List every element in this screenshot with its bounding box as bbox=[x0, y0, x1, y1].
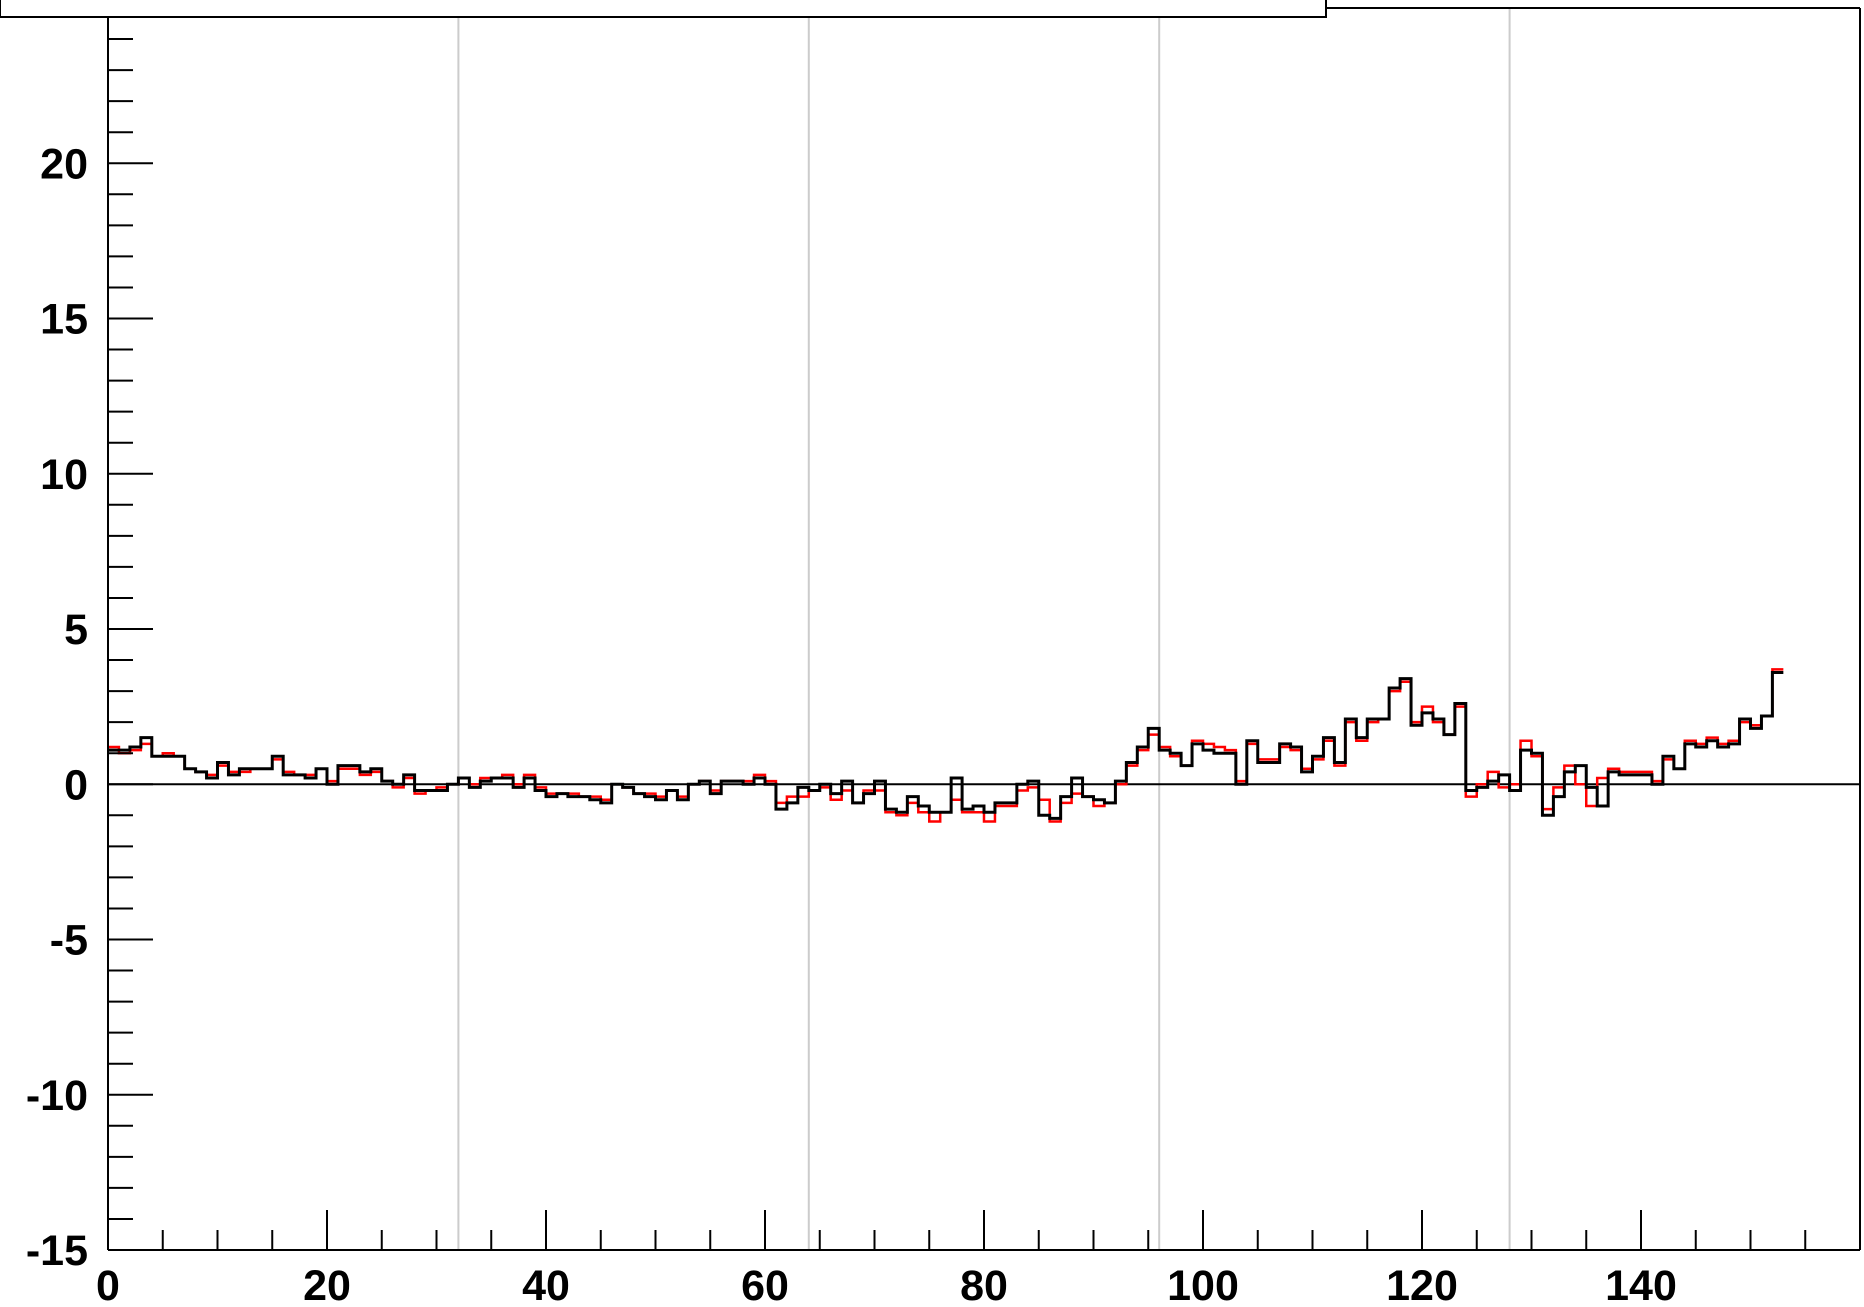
y-tick-label: 10 bbox=[40, 451, 88, 499]
x-tick-label: 120 bbox=[1386, 1262, 1458, 1307]
vertical-gridlines bbox=[457, 8, 1511, 1250]
y-axis-ticks: -15 -10 -5 0 5 10 15 20 bbox=[26, 7, 153, 1275]
y-tick-label: 20 bbox=[40, 140, 88, 188]
x-tick-label: 100 bbox=[1167, 1262, 1239, 1307]
series-layer bbox=[108, 668, 1784, 823]
x-tick-label: 80 bbox=[960, 1262, 1008, 1307]
x-axis-ticks: 0 20 40 60 80 100 120 140 bbox=[96, 1210, 1861, 1307]
y-tick-label: -5 bbox=[50, 917, 88, 965]
y-tick-label: 15 bbox=[40, 296, 88, 344]
x-tick-label: 0 bbox=[96, 1262, 120, 1307]
y-tick-label: 5 bbox=[64, 606, 88, 654]
x-tick-label: 140 bbox=[1605, 1262, 1677, 1307]
x-tick-label: 20 bbox=[303, 1262, 351, 1307]
y-tick-label: -15 bbox=[26, 1227, 88, 1275]
y-tick-label: -10 bbox=[26, 1072, 88, 1120]
series-2-step-line bbox=[108, 670, 1784, 820]
stats-box bbox=[0, 0, 1327, 18]
y-tick-label: 0 bbox=[64, 761, 88, 809]
x-tick-label: 40 bbox=[522, 1262, 570, 1307]
x-tick-label: 60 bbox=[741, 1262, 789, 1307]
